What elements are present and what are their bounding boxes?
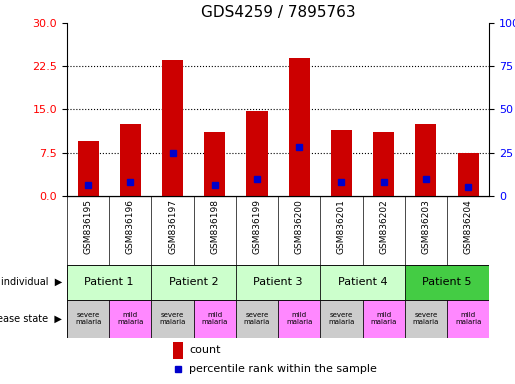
- Bar: [458, 152, 479, 196]
- Text: severe
malaria: severe malaria: [328, 312, 355, 325]
- Text: GSM836201: GSM836201: [337, 199, 346, 254]
- Text: GSM836204: GSM836204: [464, 199, 473, 254]
- Text: disease state  ▶: disease state ▶: [0, 314, 62, 324]
- Text: GSM836197: GSM836197: [168, 199, 177, 254]
- Bar: [246, 111, 268, 196]
- Text: Patient 2: Patient 2: [169, 277, 218, 287]
- Text: GSM836196: GSM836196: [126, 199, 135, 254]
- Bar: [363, 300, 405, 338]
- Bar: [236, 265, 320, 300]
- Text: count: count: [190, 345, 221, 355]
- Text: mild
malaria: mild malaria: [370, 312, 397, 325]
- Bar: [405, 300, 447, 338]
- Bar: [236, 300, 278, 338]
- Text: Patient 3: Patient 3: [253, 277, 303, 287]
- Text: GSM836199: GSM836199: [252, 199, 262, 254]
- Bar: [151, 265, 236, 300]
- Text: Patient 1: Patient 1: [84, 277, 134, 287]
- Text: mild
malaria: mild malaria: [286, 312, 313, 325]
- Text: GSM836202: GSM836202: [379, 199, 388, 254]
- Text: severe
malaria: severe malaria: [159, 312, 186, 325]
- Bar: [288, 58, 310, 196]
- Bar: [67, 300, 109, 338]
- Bar: [119, 124, 141, 196]
- Text: GSM836198: GSM836198: [210, 199, 219, 254]
- Bar: [194, 300, 236, 338]
- Bar: [278, 300, 320, 338]
- Text: GSM836203: GSM836203: [421, 199, 431, 254]
- Bar: [415, 124, 437, 196]
- Text: mild
malaria: mild malaria: [201, 312, 228, 325]
- Text: GSM836195: GSM836195: [83, 199, 93, 254]
- Text: Patient 4: Patient 4: [338, 277, 387, 287]
- Text: individual  ▶: individual ▶: [1, 277, 62, 287]
- Bar: [373, 132, 394, 196]
- Title: GDS4259 / 7895763: GDS4259 / 7895763: [201, 5, 355, 20]
- Bar: [447, 300, 489, 338]
- Text: percentile rank within the sample: percentile rank within the sample: [190, 364, 377, 374]
- Bar: [109, 300, 151, 338]
- Text: GSM836200: GSM836200: [295, 199, 304, 254]
- Bar: [320, 265, 405, 300]
- Text: severe
malaria: severe malaria: [413, 312, 439, 325]
- Bar: [204, 132, 226, 196]
- Bar: [331, 129, 352, 196]
- Text: severe
malaria: severe malaria: [75, 312, 101, 325]
- Text: mild
malaria: mild malaria: [117, 312, 144, 325]
- Bar: [162, 60, 183, 196]
- Bar: [77, 141, 99, 196]
- Bar: [405, 265, 489, 300]
- Bar: [173, 342, 183, 359]
- Bar: [67, 265, 151, 300]
- Bar: [151, 300, 194, 338]
- Text: mild
malaria: mild malaria: [455, 312, 482, 325]
- Bar: [320, 300, 363, 338]
- Text: severe
malaria: severe malaria: [244, 312, 270, 325]
- Text: Patient 5: Patient 5: [422, 277, 472, 287]
